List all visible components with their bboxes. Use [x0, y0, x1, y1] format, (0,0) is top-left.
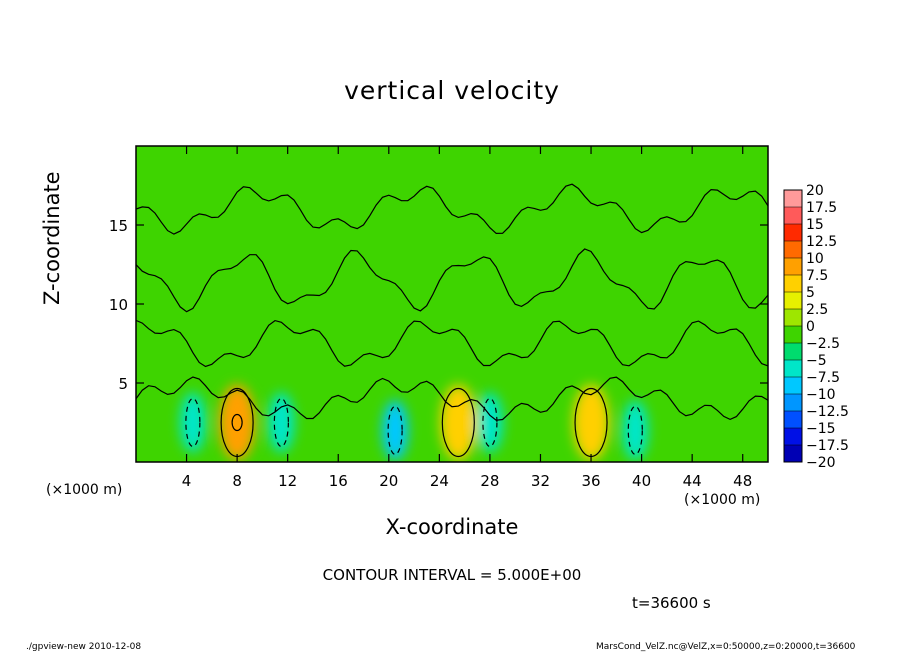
x-tick-label-0: 4 — [182, 472, 192, 490]
plot-area — [136, 146, 768, 462]
time-label: t=36600 s — [632, 594, 711, 612]
x-tick-label-9: 40 — [632, 472, 651, 490]
x-tick-label-4: 20 — [379, 472, 398, 490]
colorbar-label-2: 15 — [806, 217, 824, 233]
x-tick-label-5: 24 — [430, 472, 449, 490]
colorbar-label-12: −10 — [806, 387, 836, 403]
downdraft-contour-6 — [482, 397, 498, 448]
zero-contour-line-3 — [136, 183, 768, 235]
downdraft-region-5 — [382, 400, 409, 461]
contour-interval-label: CONTOUR INTERVAL = 5.000E+00 — [322, 566, 582, 584]
colorbar-swatch-13 — [784, 411, 802, 428]
x-tick-label-7: 32 — [531, 472, 550, 490]
colorbar-label-0: 20 — [806, 183, 824, 199]
colorbar-swatch-6 — [784, 292, 802, 309]
colorbar-swatch-12 — [784, 394, 802, 411]
y-tick-label-1: 10 — [109, 296, 128, 314]
updraft-core-contour-0 — [231, 413, 243, 432]
colorbar-swatch-10 — [784, 360, 802, 377]
y-tick-label-2: 15 — [109, 217, 128, 235]
x-unit-label-left: (×1000 m) — [46, 482, 123, 498]
colorbar-swatch-3 — [784, 241, 802, 258]
x-tick-label-11: 48 — [733, 472, 752, 490]
x-unit-label-right: (×1000 m) — [684, 492, 761, 508]
colorbar-label-8: 0 — [806, 319, 815, 335]
zero-contour-line-0 — [136, 376, 768, 421]
colorbar-label-6: 5 — [806, 285, 815, 301]
colorbar-label-13: −12.5 — [806, 404, 849, 420]
colorbar-label-16: −20 — [806, 455, 836, 471]
downdraft-contour-5 — [387, 405, 403, 455]
colorbar-swatch-2 — [784, 224, 802, 241]
downdraft-contour-3 — [185, 397, 201, 448]
colorbar-label-3: 12.5 — [806, 234, 837, 250]
colorbar-label-1: 17.5 — [806, 200, 837, 216]
downdraft-contour-7 — [627, 405, 643, 455]
colorbar-label-10: −5 — [806, 353, 827, 369]
downdraft-contour-4 — [273, 397, 289, 448]
colorbar-label-5: 7.5 — [806, 268, 828, 284]
colorbar-swatch-9 — [784, 343, 802, 360]
y-tick-label-0: 5 — [118, 375, 128, 393]
updraft-region-1 — [440, 384, 477, 461]
downdraft-region-3 — [179, 392, 206, 453]
footer-right-text: MarsCond_VelZ.nc@VelZ,x=0:50000,z=0:2000… — [596, 642, 856, 652]
x-axis-label: X-coordinate — [385, 515, 519, 539]
x-tick-label-3: 16 — [329, 472, 348, 490]
colorbar-label-7: 2.5 — [806, 302, 828, 318]
colorbar-swatch-1 — [784, 207, 802, 224]
downdraft-region-4 — [268, 392, 295, 453]
footer-left-text: ./gpview-new 2010-12-08 — [26, 642, 142, 652]
colorbar-swatch-8 — [784, 326, 802, 343]
chart-title: vertical velocity — [344, 76, 560, 105]
colorbar-swatch-5 — [784, 275, 802, 292]
colorbar-label-14: −15 — [806, 421, 836, 437]
updraft-region-2 — [573, 384, 610, 461]
x-tick-label-1: 8 — [232, 472, 242, 490]
x-tick-label-8: 36 — [581, 472, 600, 490]
colorbar-label-4: 10 — [806, 251, 824, 267]
colorbar-swatch-11 — [784, 377, 802, 394]
colorbar-swatch-7 — [784, 309, 802, 326]
colorbar-swatch-14 — [784, 428, 802, 445]
zero-contour-line-1 — [136, 319, 768, 368]
updraft-region-0 — [219, 384, 256, 461]
colorbar-label-9: −2.5 — [806, 336, 840, 352]
colorbar-label-15: −17.5 — [806, 438, 849, 454]
zero-contour-line-2 — [136, 248, 768, 313]
updraft-contour-1 — [441, 387, 475, 458]
colorbar-swatch-0 — [784, 190, 802, 207]
x-tick-label-6: 28 — [480, 472, 499, 490]
colorbar: 2017.51512.5107.552.50−2.5−5−7.5−10−12.5… — [783, 183, 849, 471]
downdraft-region-6 — [476, 392, 503, 453]
colorbar-swatch-15 — [784, 445, 802, 462]
colorbar-label-11: −7.5 — [806, 370, 840, 386]
x-tick-label-10: 44 — [683, 472, 702, 490]
x-tick-label-2: 12 — [278, 472, 297, 490]
colorbar-swatch-4 — [784, 258, 802, 275]
downdraft-region-7 — [622, 400, 649, 461]
